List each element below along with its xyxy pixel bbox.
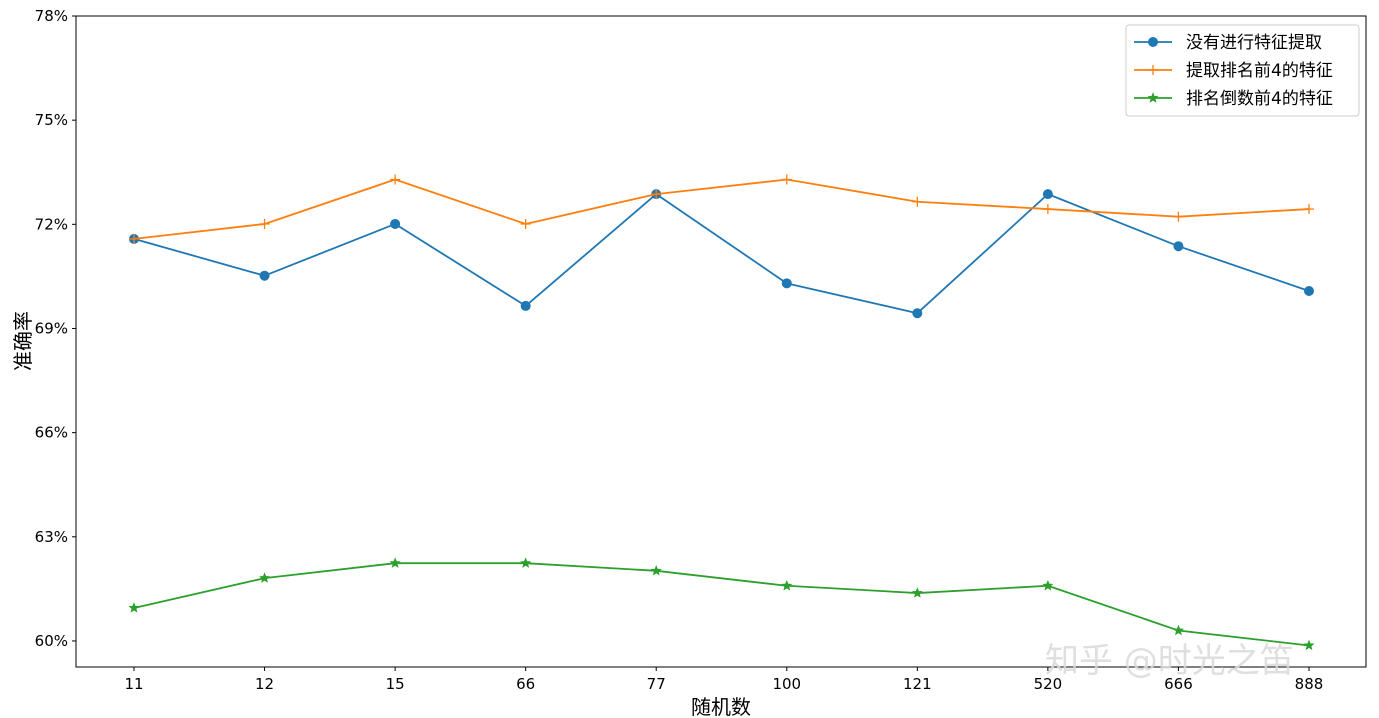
legend-label: 没有进行特征提取 [1186,33,1322,53]
legend-marker [1148,37,1158,47]
x-tick-label: 12 [255,675,274,693]
legend-box [1125,24,1360,117]
x-tick-label: 77 [647,675,666,693]
x-tick-label: 520 [1034,675,1063,693]
y-tick-label: 72% [35,215,68,233]
data-point [520,300,531,311]
data-point [1303,639,1315,651]
y-tick-label: 63% [35,528,68,546]
data-point [650,565,662,576]
y-tick-label: 78% [35,7,68,25]
x-axis-ticks: 11 12 15 66 77 100 121 520 666 888 [124,667,1323,693]
y-axis-ticks: 60% 63% 66% 69% 72% 75% 78% [35,7,76,650]
data-point [1172,624,1184,636]
series-1 [129,189,1314,319]
watermark: 知乎 @时光之笛 [1045,641,1294,681]
x-tick-label: 66 [516,675,535,693]
legend-entry: 提取排名前4的特征 [1134,61,1333,81]
data-point [259,572,271,583]
series-3 [128,557,1315,651]
data-point [1173,211,1184,222]
data-point [389,557,401,568]
legend-entry: 没有进行特征提取 [1134,33,1322,53]
legend-label: 排名倒数前4的特征 [1186,89,1333,109]
series-layer [128,174,1315,651]
data-point [912,308,923,319]
series-line [133,193,1310,315]
y-tick-label: 75% [35,111,68,129]
data-point [781,278,792,289]
data-point [781,174,792,185]
data-point [520,557,532,568]
series-2 [129,174,1314,244]
y-tick-label: 60% [35,632,68,650]
series-line [133,178,1310,240]
x-tick-label: 15 [386,675,405,693]
legend-entry: 排名倒数前4的特征 [1134,89,1333,109]
x-tick-label: 888 [1295,675,1324,693]
y-tick-label: 66% [35,424,68,442]
legend-marker [1147,92,1159,103]
x-tick-label: 11 [124,675,143,693]
data-point [912,196,923,207]
data-point [259,218,270,229]
data-point [1042,189,1053,200]
data-point [1042,204,1053,215]
y-tick-label: 69% [35,319,68,337]
data-point [781,579,793,591]
data-point [390,174,401,185]
data-point [1304,204,1314,215]
x-tick-label: 100 [772,675,801,693]
legend-label: 提取排名前4的特征 [1186,61,1333,81]
data-point [259,270,270,281]
legend-marker [1148,65,1158,75]
data-point [520,218,531,229]
data-point [1173,241,1184,252]
x-axis-label: 随机数 [691,695,751,718]
x-tick-label: 666 [1164,675,1193,693]
data-point [911,587,923,598]
data-point [651,189,662,200]
data-point [390,218,401,229]
data-point [1304,285,1314,296]
plot-frame [75,15,1367,668]
series-line [133,562,1310,647]
y-axis-label: 准确率 [11,311,35,371]
data-point [129,233,139,244]
data-point [128,602,140,613]
x-tick-label: 121 [903,675,932,693]
data-point [1042,579,1054,591]
